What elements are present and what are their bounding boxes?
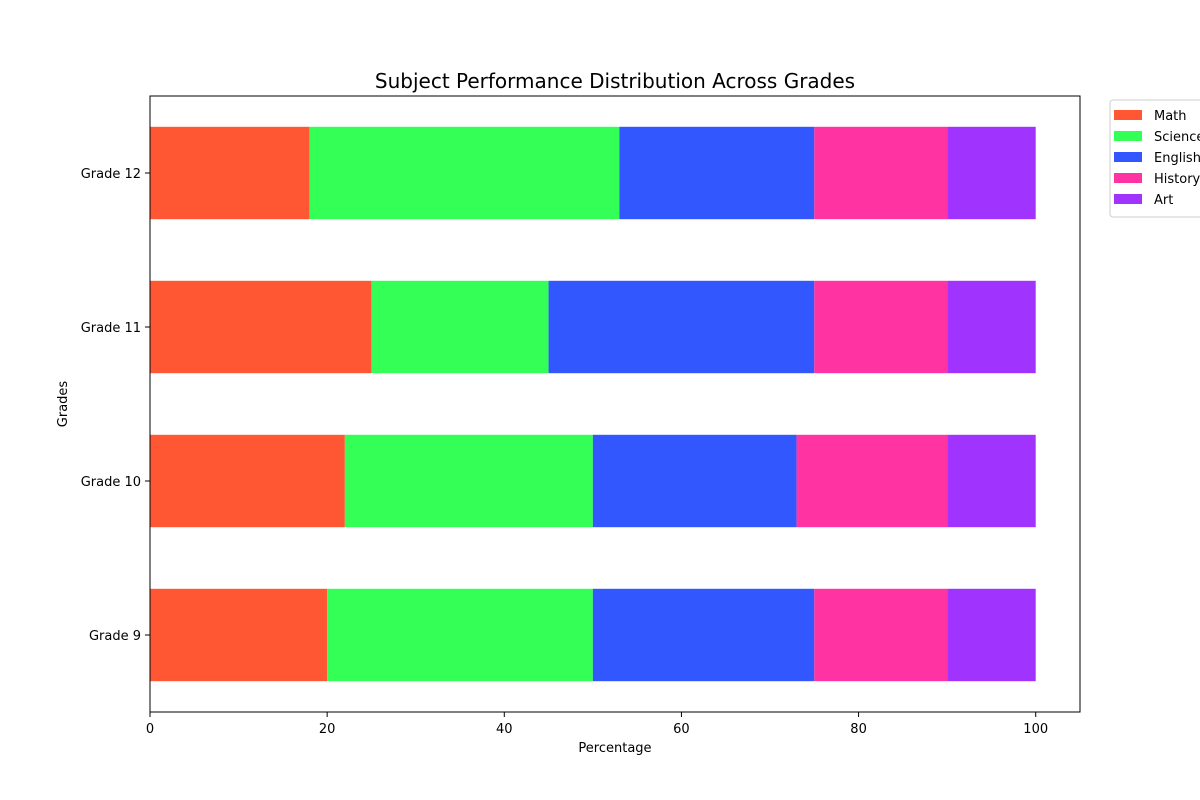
legend-swatch [1114,173,1142,183]
legend-swatch [1114,152,1142,162]
legend-entry-label: English [1154,151,1200,166]
bar-segment [150,280,372,374]
bar-segment [150,588,328,682]
bars-layer [150,126,1036,682]
bar-segment [592,588,815,682]
y-tick-label: Grade 9 [89,629,141,644]
bar-segment [309,126,620,220]
bar-segment [796,434,948,528]
bar-segment [814,588,948,682]
chart-title: Subject Performance Distribution Across … [375,69,855,93]
bar-segment [947,588,1036,682]
bar-segment [619,126,815,220]
x-axis: 0 20 40 60 80 100 [146,712,1048,737]
x-tick-label: 0 [146,722,154,737]
bar-segment [814,280,948,374]
legend-swatch [1114,131,1142,141]
bar-segment [150,434,345,528]
bar-segment [150,126,310,220]
bar-segment [371,280,549,374]
bar-segment [592,434,797,528]
x-tick-label: 100 [1023,722,1048,737]
y-axis-label: Grades [56,381,71,428]
x-tick-label: 20 [319,722,336,737]
plot-frame [149,95,1081,713]
legend-swatch [1114,194,1142,204]
y-tick-label: Grade 10 [81,475,141,490]
x-tick-label: 60 [673,722,690,737]
legend-swatch [1114,110,1142,120]
legend-entry-label: Math [1154,109,1187,124]
legend-entry-label: Art [1154,193,1173,208]
x-tick-label: 80 [850,722,867,737]
bar-segment [344,434,593,528]
bar-segment [327,588,593,682]
y-tick-label: Grade 12 [81,167,141,182]
x-tick-label: 40 [496,722,513,737]
bar-segment [947,126,1036,220]
legend-frame [1109,99,1200,218]
legend-entry-label: History [1154,172,1200,187]
bar-segment [947,280,1036,374]
bar-segment [548,280,815,374]
y-tick-label: Grade 11 [81,321,141,336]
bar-segment [947,434,1036,528]
legend[interactable]: Math Science English History Art [1109,99,1200,218]
bar-segment [814,126,948,220]
x-axis-label: Percentage [578,741,651,756]
y-axis: Grade 9 Grade 10 Grade 11 Grade 12 [81,167,150,644]
legend-entry-label: Science [1154,130,1200,145]
